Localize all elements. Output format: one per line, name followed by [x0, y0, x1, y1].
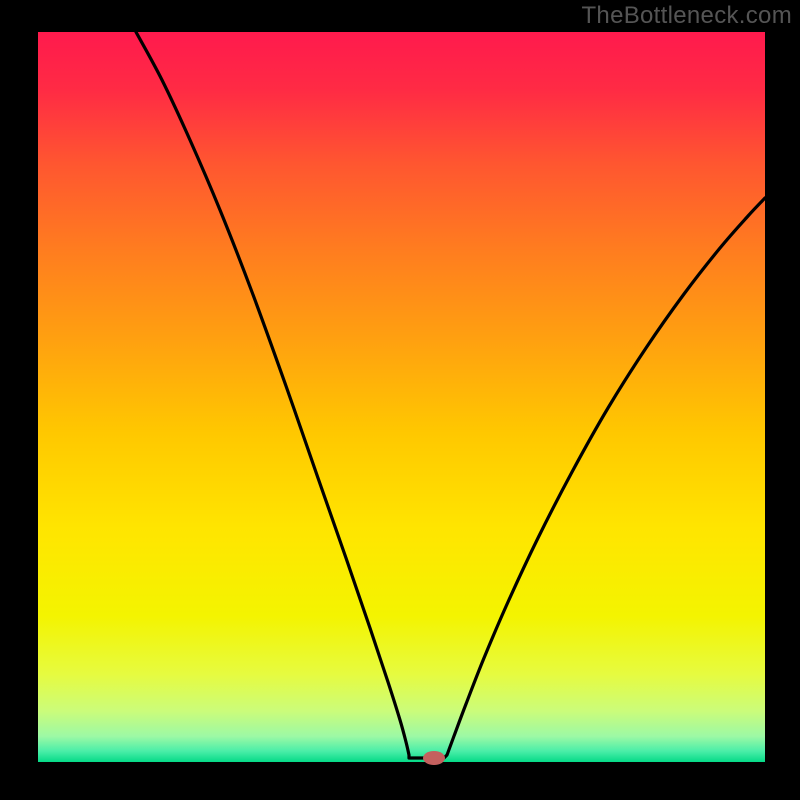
watermark-text: TheBottleneck.com — [581, 2, 792, 30]
bottleneck-chart-svg — [0, 0, 800, 800]
optimal-point-marker — [423, 751, 445, 765]
chart-container: TheBottleneck.com — [0, 0, 800, 800]
plot-background — [38, 32, 765, 762]
